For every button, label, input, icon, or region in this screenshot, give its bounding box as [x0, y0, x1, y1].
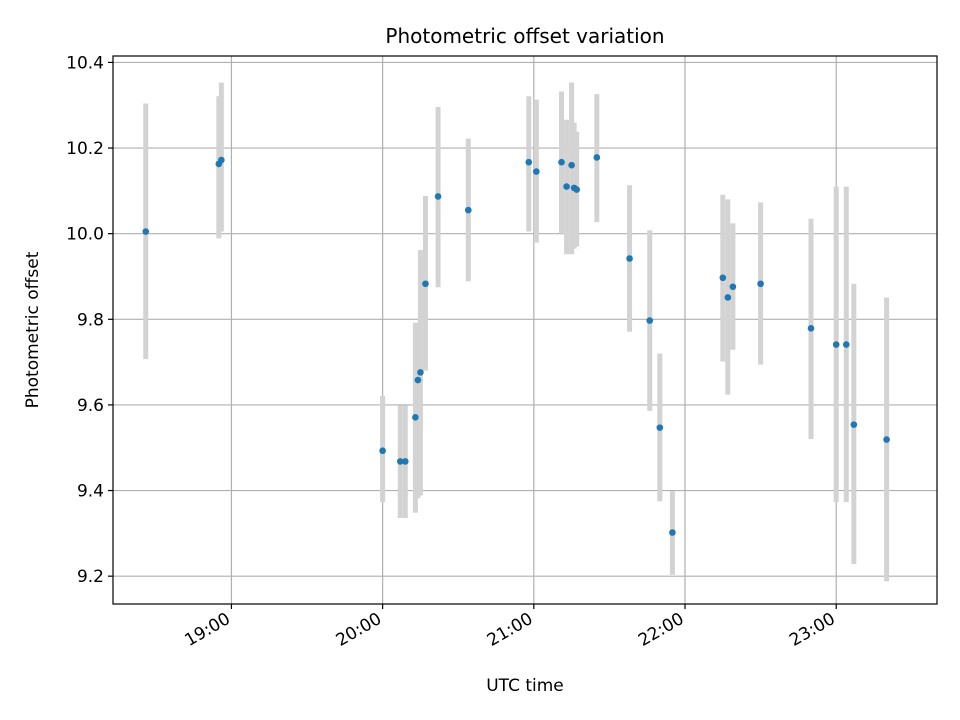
data-point: [669, 529, 676, 536]
data-point: [525, 158, 533, 166]
data-point: [573, 186, 580, 193]
data-point: [412, 414, 419, 421]
data-point: [414, 376, 422, 384]
data-point: [218, 156, 225, 164]
data-point: [417, 369, 424, 376]
data-point: [593, 154, 601, 161]
data-point: [563, 183, 570, 190]
data-point: [719, 274, 727, 282]
y-tick-label: 10.0: [66, 225, 104, 245]
y-tick-label: 9.8: [77, 310, 104, 330]
data-point: [832, 341, 840, 348]
plot-frame: [112, 55, 938, 605]
y-tick-label: 9.4: [77, 482, 104, 502]
data-point: [402, 458, 409, 465]
data-point: [533, 168, 540, 175]
data-point: [757, 280, 764, 288]
data-point: [724, 294, 732, 301]
data-point: [626, 255, 633, 262]
data-point: [850, 421, 858, 428]
x-axis-label: UTC time: [486, 676, 564, 696]
data-point: [729, 283, 737, 291]
data-point: [568, 161, 575, 169]
data-point: [379, 447, 386, 455]
y-tick-label: 9.2: [77, 567, 104, 587]
data-point: [465, 206, 472, 214]
data-point: [646, 317, 654, 324]
grid: [113, 56, 937, 604]
y-axis-ticks: 9.2 9.4 9.6 9.8 10.0 10.2 10.4: [66, 53, 113, 587]
data-point: [422, 280, 429, 288]
data-point: [807, 324, 815, 332]
chart-title: Photometric offset variation: [385, 24, 664, 48]
data-point: [396, 458, 404, 465]
y-axis-label: Photometric offset: [23, 251, 43, 408]
data-points: [142, 154, 890, 536]
data-point: [142, 228, 150, 235]
data-point: [558, 158, 565, 166]
data-point: [434, 193, 442, 200]
data-point: [656, 424, 664, 431]
y-tick-label: 10.2: [66, 139, 104, 159]
data-point: [842, 341, 850, 348]
y-tick-label: 10.4: [66, 53, 104, 73]
y-tick-label: 9.6: [77, 396, 104, 416]
data-point: [883, 436, 890, 443]
